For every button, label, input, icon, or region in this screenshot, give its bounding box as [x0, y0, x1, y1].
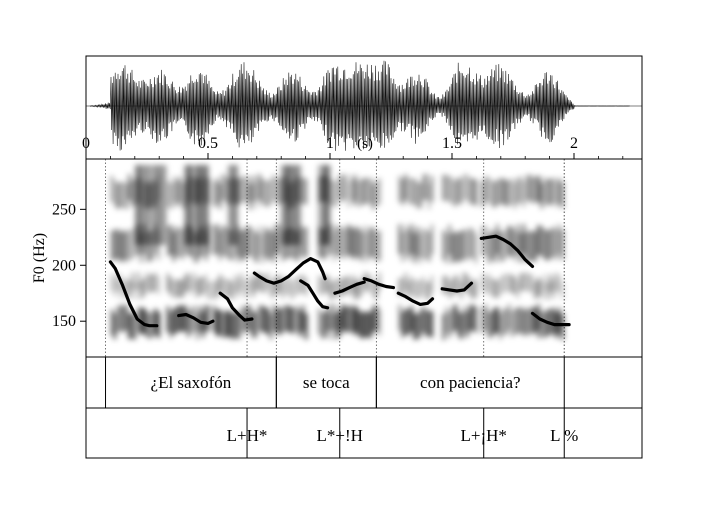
f0-segment-2	[177, 312, 215, 325]
spectrogram	[110, 165, 564, 340]
waveform-path	[89, 60, 630, 151]
textgrid: ¿El saxofón se toca con paciencia? L+H* L*+…	[85, 356, 643, 459]
time-axis-unit-label: (s)	[357, 136, 373, 152]
f0-segment-10	[479, 234, 535, 268]
f0-axis-label: F0 (Hz)	[31, 233, 48, 283]
word-label: se toca	[303, 373, 350, 392]
f0-contour	[108, 234, 571, 328]
time-tick-label: 0.5	[198, 135, 218, 152]
f0-segment-9	[440, 281, 474, 293]
f0-segment-4	[252, 257, 327, 285]
word-label: con paciencia?	[420, 373, 521, 392]
tone-label: L*+!H	[317, 426, 363, 445]
time-tick-label: 2	[570, 135, 578, 152]
tone-label: L+H*	[227, 426, 268, 445]
word-label: ¿El saxofón	[151, 373, 232, 392]
f0-axis: F0 (Hz) 150 200 250	[31, 201, 86, 330]
time-axis: (s) 0 0.5 1 1.5 2	[82, 135, 624, 159]
time-tick-label: 1	[326, 135, 334, 152]
f0-segment-11	[530, 311, 571, 327]
f0-tick-label: 150	[52, 313, 76, 330]
f0-segment-3	[218, 291, 254, 322]
time-tick-label: 0	[82, 135, 90, 152]
f0-tick-label: 200	[52, 257, 76, 274]
words-tier: ¿El saxofón se toca con paciencia?	[105, 357, 565, 408]
f0-segment-7	[362, 277, 395, 290]
tones-tier: L+H* L*+!H L+¡H* L %	[227, 408, 578, 458]
f0-segment-8	[396, 291, 435, 306]
f0-segment-6	[333, 280, 366, 295]
tone-label: L+¡H*	[461, 426, 507, 445]
f0-tick-label: 250	[52, 201, 76, 218]
time-tick-label: 1.5	[442, 135, 462, 152]
spectrogram-panel	[85, 158, 643, 358]
tone-label: L %	[550, 426, 578, 445]
f0-segment-5	[299, 279, 330, 310]
f0-segment-1	[108, 260, 159, 328]
waveform-trace	[89, 60, 630, 151]
